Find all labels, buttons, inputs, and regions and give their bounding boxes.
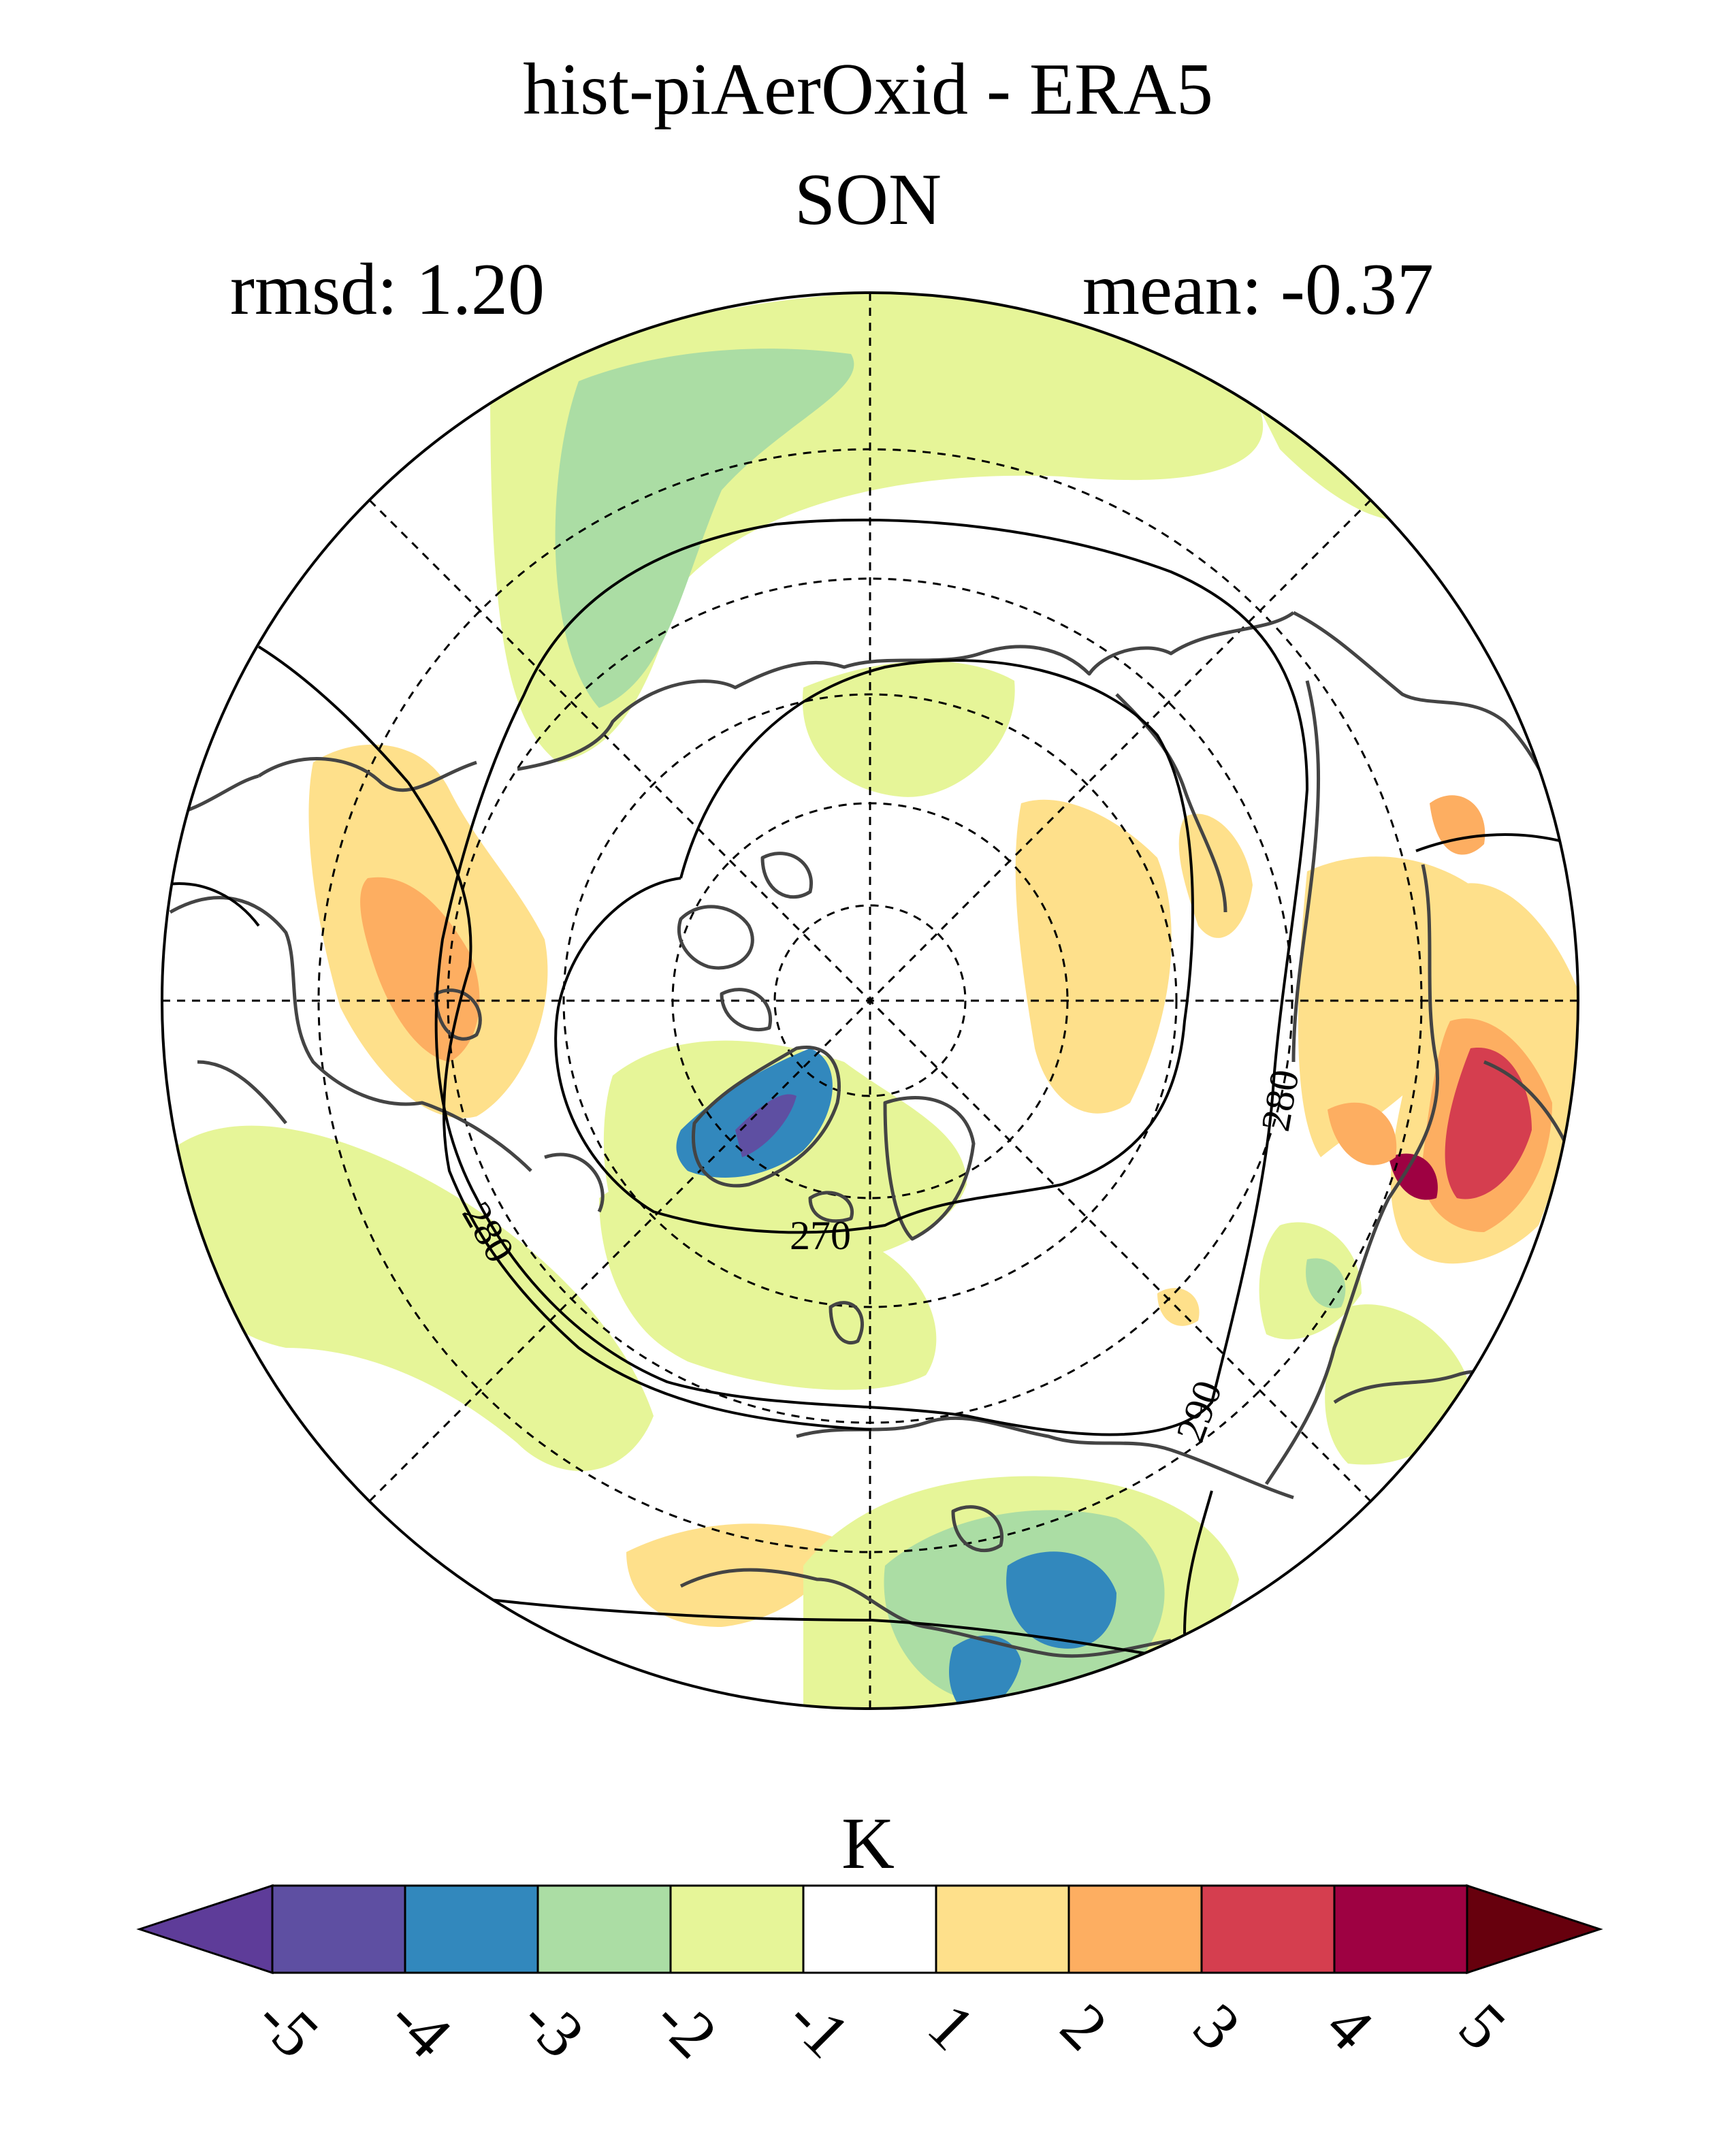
colorbar-box	[1067, 1884, 1203, 1974]
graticule	[162, 293, 1578, 1709]
colorbar-tick-label: 5	[1445, 1989, 1520, 2064]
contour-label-280-right: 280	[1253, 1066, 1308, 1134]
contour-label-270: 270	[790, 1213, 851, 1258]
colorbar-tick-label: -5	[243, 1982, 333, 2071]
colorbar-unit: K	[841, 1803, 895, 1884]
colorbar-tick-label: -2	[641, 1982, 731, 2071]
colorbar-tick-label: -4	[376, 1982, 466, 2071]
colorbar-extend-min	[136, 1884, 274, 1975]
colorbar-box	[802, 1884, 937, 1974]
colorbar-box	[404, 1884, 539, 1974]
colorbar-box	[1200, 1884, 1336, 1974]
mean-label: mean: -0.37	[1082, 249, 1434, 330]
colorbar-box	[536, 1884, 672, 1974]
colorbar-tick-label: 2	[1047, 1989, 1122, 2064]
colorbar-tick-label: 3	[1180, 1989, 1255, 2064]
map-boundary	[161, 291, 1579, 1710]
rmsd-label: rmsd: 1.20	[230, 249, 545, 330]
anomaly-fill	[163, 293, 1578, 1709]
colorbar-box	[669, 1884, 805, 1974]
colorbar-box	[271, 1884, 406, 1974]
map-title: hist-piAerOxid - ERA5	[523, 49, 1213, 130]
colorbar-extend-max	[1466, 1884, 1603, 1975]
season-label: SON	[794, 159, 942, 240]
colorbar-box	[1333, 1884, 1468, 1974]
colorbar-tick-label: 4	[1313, 1989, 1387, 2064]
colorbar-box	[935, 1884, 1070, 1974]
colorbar-tick-label: 1	[914, 1989, 989, 2064]
colorbar-tick-label: -3	[509, 1982, 598, 2071]
colorbar-tick-label: -1	[774, 1982, 864, 2071]
polar-map: 270 280 280 290	[161, 291, 1579, 1710]
